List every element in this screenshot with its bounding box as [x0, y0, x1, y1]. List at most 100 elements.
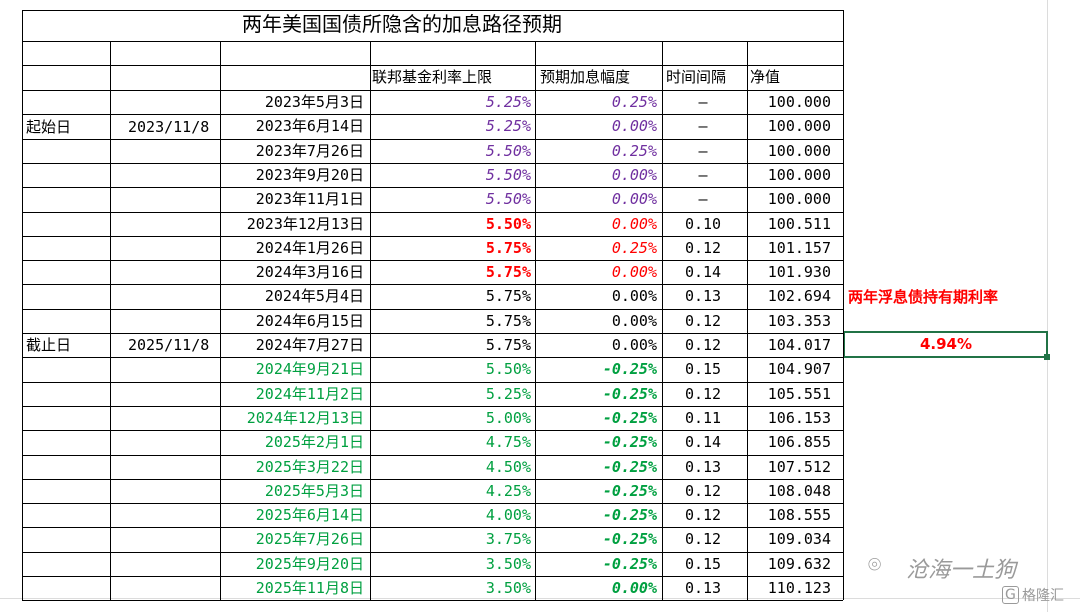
- row-interval[interactable]: 0.12: [684, 506, 722, 525]
- row-interval[interactable]: 0.13: [684, 287, 722, 306]
- row-nav[interactable]: 101.930: [767, 263, 831, 282]
- row-date[interactable]: 2023年5月3日: [264, 93, 364, 111]
- row-nav[interactable]: 100.000: [767, 141, 831, 160]
- row-nav[interactable]: 108.048: [767, 481, 831, 500]
- header-interval[interactable]: 时间间隔: [666, 68, 727, 86]
- row-hike[interactable]: 0.00%: [611, 117, 657, 136]
- row-nav[interactable]: 103.353: [767, 311, 831, 330]
- row-hike[interactable]: -0.25%: [602, 554, 657, 573]
- row-interval[interactable]: –: [698, 117, 708, 136]
- row-nav[interactable]: 100.000: [767, 117, 831, 136]
- floating-bond-rate-value[interactable]: 4.94%: [919, 335, 973, 353]
- sheet-title[interactable]: 两年美国国债所隐含的加息路径预期: [242, 12, 562, 36]
- row-date[interactable]: 2024年9月21日: [255, 360, 364, 379]
- row-fed-rate[interactable]: 5.50%: [485, 214, 531, 233]
- row-date[interactable]: 2023年9月20日: [255, 165, 364, 184]
- selected-cell[interactable]: [843, 331, 1048, 358]
- row-date[interactable]: 2025年5月3日: [264, 481, 364, 500]
- row-date[interactable]: 2024年3月16日: [255, 263, 364, 282]
- start-date[interactable]: 2023/11/8: [128, 118, 210, 136]
- row-nav[interactable]: 100.000: [767, 93, 831, 111]
- row-hike[interactable]: 0.00%: [611, 579, 657, 597]
- header-hike[interactable]: 预期加息幅度: [540, 68, 631, 86]
- row-nav[interactable]: 109.632: [767, 554, 831, 573]
- row-hike[interactable]: -0.25%: [602, 506, 657, 525]
- row-interval[interactable]: 0.15: [684, 360, 722, 379]
- row-nav[interactable]: 106.153: [767, 408, 831, 427]
- row-fed-rate[interactable]: 4.25%: [485, 481, 531, 500]
- floating-bond-rate-label[interactable]: 两年浮息债持有期利率: [848, 288, 999, 306]
- row-date[interactable]: 2025年9月20日: [255, 554, 364, 573]
- row-interval[interactable]: 0.15: [684, 554, 722, 573]
- row-fed-rate[interactable]: 5.75%: [485, 336, 531, 354]
- row-interval[interactable]: 0.10: [684, 214, 722, 233]
- row-date[interactable]: 2025年11月8日: [255, 579, 364, 597]
- row-interval[interactable]: 0.12: [684, 336, 722, 354]
- row-interval[interactable]: 0.12: [684, 481, 722, 500]
- row-fed-rate[interactable]: 5.75%: [485, 263, 531, 282]
- start-label[interactable]: 起始日: [26, 118, 72, 136]
- row-hike[interactable]: 0.00%: [611, 263, 657, 282]
- row-interval[interactable]: 0.12: [684, 311, 722, 330]
- row-date[interactable]: 2025年7月26日: [255, 530, 364, 549]
- row-hike[interactable]: 0.00%: [611, 311, 657, 330]
- row-nav[interactable]: 105.551: [767, 384, 831, 403]
- row-hike[interactable]: 0.00%: [611, 190, 657, 209]
- row-fed-rate[interactable]: 5.25%: [485, 117, 531, 136]
- row-hike[interactable]: 0.25%: [611, 141, 657, 160]
- row-nav[interactable]: 101.157: [767, 238, 831, 257]
- row-fed-rate[interactable]: 4.75%: [485, 433, 531, 452]
- row-date[interactable]: 2024年12月13日: [246, 408, 364, 427]
- row-interval[interactable]: 0.13: [684, 457, 722, 476]
- row-hike[interactable]: -0.25%: [602, 457, 657, 476]
- row-nav[interactable]: 100.000: [767, 190, 831, 209]
- row-nav[interactable]: 106.855: [767, 433, 831, 452]
- row-date[interactable]: 2024年1月26日: [255, 238, 364, 257]
- row-fed-rate[interactable]: 5.75%: [485, 238, 531, 257]
- end-label[interactable]: 截止日: [26, 336, 72, 354]
- row-hike[interactable]: 0.00%: [611, 165, 657, 184]
- row-date[interactable]: 2024年5月4日: [264, 287, 364, 306]
- row-hike[interactable]: 0.25%: [611, 93, 657, 111]
- row-fed-rate[interactable]: 5.25%: [485, 93, 531, 111]
- row-fed-rate[interactable]: 5.75%: [485, 287, 531, 306]
- header-nav[interactable]: 净值: [750, 68, 781, 86]
- row-interval[interactable]: 0.12: [684, 384, 722, 403]
- row-fed-rate[interactable]: 4.00%: [485, 506, 531, 525]
- row-date[interactable]: 2024年7月27日: [255, 336, 364, 354]
- row-nav[interactable]: 100.000: [767, 165, 831, 184]
- row-hike[interactable]: -0.25%: [602, 408, 657, 427]
- row-fed-rate[interactable]: 5.00%: [485, 408, 531, 427]
- row-nav[interactable]: 102.694: [767, 287, 831, 306]
- row-interval[interactable]: –: [698, 190, 708, 209]
- row-interval[interactable]: 0.14: [684, 433, 722, 452]
- row-nav[interactable]: 107.512: [767, 457, 831, 476]
- row-nav[interactable]: 109.034: [767, 530, 831, 549]
- row-interval[interactable]: 0.11: [684, 408, 722, 427]
- row-nav[interactable]: 110.123: [767, 579, 831, 597]
- row-fed-rate[interactable]: 3.50%: [485, 579, 531, 597]
- row-fed-rate[interactable]: 3.75%: [485, 530, 531, 549]
- row-hike[interactable]: -0.25%: [602, 384, 657, 403]
- row-interval[interactable]: 0.14: [684, 263, 722, 282]
- row-nav[interactable]: 100.511: [767, 214, 831, 233]
- row-interval[interactable]: –: [698, 93, 708, 111]
- row-date[interactable]: 2024年11月2日: [255, 384, 364, 403]
- row-interval[interactable]: –: [698, 165, 708, 184]
- row-fed-rate[interactable]: 5.50%: [485, 360, 531, 379]
- row-fed-rate[interactable]: 5.50%: [485, 141, 531, 160]
- row-interval[interactable]: 0.12: [684, 530, 722, 549]
- row-hike[interactable]: 0.00%: [611, 214, 657, 233]
- row-interval[interactable]: 0.13: [684, 579, 722, 597]
- row-hike[interactable]: 0.00%: [611, 336, 657, 354]
- row-date[interactable]: 2024年6月15日: [255, 311, 364, 330]
- end-date[interactable]: 2025/11/8: [128, 336, 210, 354]
- row-date[interactable]: 2023年11月1日: [255, 190, 364, 209]
- header-fed-rate[interactable]: 联邦基金利率上限: [372, 68, 493, 86]
- row-fed-rate[interactable]: 5.25%: [485, 384, 531, 403]
- row-date[interactable]: 2025年2月1日: [264, 433, 364, 452]
- row-hike[interactable]: 0.00%: [611, 287, 657, 306]
- row-hike[interactable]: -0.25%: [602, 433, 657, 452]
- row-hike[interactable]: 0.25%: [611, 238, 657, 257]
- row-date[interactable]: 2023年12月13日: [246, 214, 364, 233]
